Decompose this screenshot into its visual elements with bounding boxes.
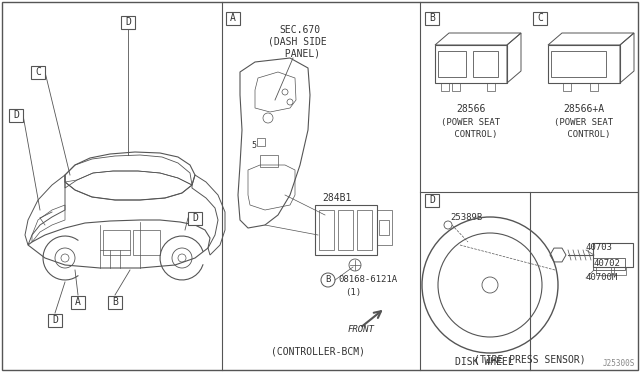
- Bar: [473, 51, 498, 77]
- Text: FRONT: FRONT: [348, 326, 375, 334]
- Text: DISK WHEEL: DISK WHEEL: [455, 357, 514, 367]
- Text: 28566+A: 28566+A: [563, 104, 605, 114]
- Bar: [425, 12, 439, 25]
- Text: (TIRE PRESS SENSOR): (TIRE PRESS SENSOR): [474, 355, 586, 365]
- Text: 40700M: 40700M: [586, 273, 618, 282]
- Bar: [487, 83, 495, 91]
- Text: 08168-6121A: 08168-6121A: [338, 276, 397, 285]
- Text: A: A: [75, 297, 81, 307]
- Text: D: D: [192, 213, 198, 223]
- Bar: [441, 83, 449, 91]
- Bar: [452, 83, 460, 91]
- Text: C: C: [537, 13, 543, 23]
- Bar: [596, 267, 611, 275]
- Bar: [188, 212, 202, 225]
- Bar: [435, 45, 507, 83]
- Bar: [338, 210, 353, 250]
- Bar: [425, 194, 439, 207]
- Text: CONTROL): CONTROL): [449, 131, 497, 140]
- Text: 28566: 28566: [456, 104, 486, 114]
- Text: (POWER SEAT: (POWER SEAT: [442, 119, 500, 128]
- Bar: [121, 16, 135, 29]
- Text: (DASH SIDE: (DASH SIDE: [268, 37, 326, 47]
- Bar: [590, 83, 598, 91]
- Text: D: D: [13, 110, 19, 120]
- Bar: [315, 205, 377, 255]
- Bar: [593, 258, 625, 270]
- Bar: [563, 83, 571, 91]
- Bar: [593, 243, 633, 267]
- Text: 284B1: 284B1: [322, 193, 351, 203]
- Bar: [379, 220, 389, 235]
- Bar: [260, 155, 278, 167]
- Text: D: D: [52, 315, 58, 325]
- Bar: [614, 267, 626, 275]
- Bar: [9, 109, 23, 122]
- Text: 5: 5: [252, 141, 257, 150]
- Text: PANEL): PANEL): [280, 48, 321, 58]
- Text: C: C: [35, 67, 41, 77]
- Text: 40702: 40702: [594, 260, 621, 269]
- Text: A: A: [230, 13, 236, 23]
- Text: B: B: [112, 297, 118, 307]
- Bar: [551, 51, 606, 77]
- Text: B: B: [325, 276, 331, 285]
- Bar: [71, 296, 85, 309]
- Text: 25389B: 25389B: [450, 214, 483, 222]
- Bar: [533, 12, 547, 25]
- Bar: [257, 138, 265, 146]
- Text: B: B: [429, 13, 435, 23]
- Text: D: D: [125, 17, 131, 27]
- Text: J25300S: J25300S: [603, 359, 635, 368]
- Text: (POWER SEAT: (POWER SEAT: [554, 119, 614, 128]
- Bar: [357, 210, 372, 250]
- Text: D: D: [429, 195, 435, 205]
- Bar: [226, 12, 240, 25]
- Bar: [377, 210, 392, 245]
- Text: 40703: 40703: [586, 244, 613, 253]
- Bar: [548, 45, 620, 83]
- Bar: [319, 210, 334, 250]
- Text: CONTROL): CONTROL): [562, 131, 610, 140]
- Text: (CONTROLLER-BCM): (CONTROLLER-BCM): [271, 347, 365, 357]
- Bar: [31, 66, 45, 79]
- Text: SEC.670: SEC.670: [280, 25, 321, 35]
- Bar: [48, 314, 62, 327]
- Bar: [108, 296, 122, 309]
- Bar: [438, 51, 466, 77]
- Text: (1): (1): [345, 288, 361, 296]
